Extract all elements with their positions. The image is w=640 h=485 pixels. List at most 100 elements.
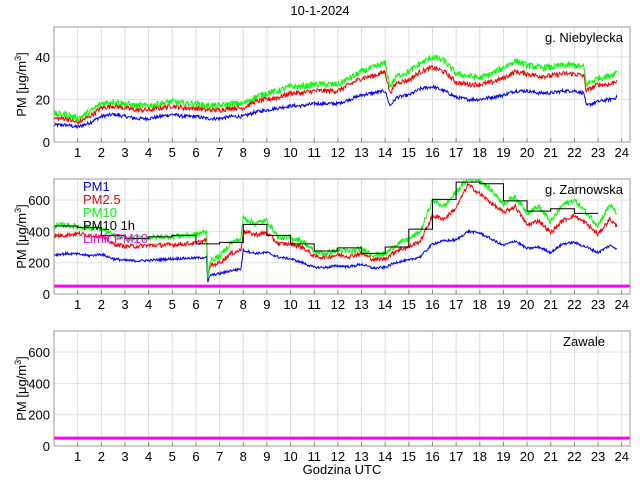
x-tick-label: 21 <box>544 145 558 160</box>
x-tick-label: 7 <box>216 449 223 464</box>
x-tick-label: 8 <box>240 449 247 464</box>
y-axis-label: PM [μg/m3] <box>13 356 29 421</box>
x-tick-label: 2 <box>98 145 105 160</box>
x-tick-label: 6 <box>192 297 199 312</box>
x-tick-label: 23 <box>591 145 605 160</box>
axes-frame <box>53 330 631 447</box>
x-tick-label: 11 <box>307 145 321 160</box>
x-tick-label: 18 <box>473 449 487 464</box>
x-tick-label: 6 <box>192 145 199 160</box>
y-axis-label: PM [μg/m3] <box>13 52 29 117</box>
x-tick-label: 10 <box>283 145 297 160</box>
x-tick-label: 7 <box>216 297 223 312</box>
y-tick-label: 20 <box>36 92 50 107</box>
x-tick-label: 17 <box>449 297 463 312</box>
x-tick-label: 15 <box>402 297 416 312</box>
x-tick-label: 4 <box>145 145 152 160</box>
x-tick-label: 17 <box>449 449 463 464</box>
x-tick-label: 9 <box>263 449 270 464</box>
x-tick-label: 20 <box>520 449 534 464</box>
x-tick-label: 9 <box>263 145 270 160</box>
x-tick-label: 21 <box>544 297 558 312</box>
x-tick-label: 3 <box>121 297 128 312</box>
legend-entry-pm101h: PM10 1h <box>83 218 135 233</box>
x-tick-label: 23 <box>591 449 605 464</box>
x-tick-label: 18 <box>473 297 487 312</box>
station-label: Zawale <box>563 334 605 349</box>
x-tick-label: 1 <box>74 449 81 464</box>
y-tick-label: 200 <box>28 408 50 423</box>
legend-entry-pm25: PM2.5 <box>83 192 121 207</box>
x-tick-label: 16 <box>425 297 439 312</box>
y-tick-label: 0 <box>43 287 50 302</box>
x-tick-label: 19 <box>496 145 510 160</box>
y-tick-label: 0 <box>43 439 50 454</box>
x-tick-label: 8 <box>240 145 247 160</box>
x-tick-label: 12 <box>331 297 345 312</box>
x-tick-label: 13 <box>354 297 368 312</box>
series-line-pm25 <box>54 182 618 277</box>
x-tick-label: 1 <box>74 297 81 312</box>
x-tick-label: 11 <box>307 297 321 312</box>
panel-1: 1 2 3 4 5 6 7 8 9 10 11 12 13 14 15 16 17 18 19 20 21 22 23 240… <box>13 26 631 160</box>
y-tick-label: 0 <box>43 135 50 150</box>
x-tick-label: 12 <box>331 145 345 160</box>
x-tick-label: 24 <box>614 145 628 160</box>
x-tick-label: 12 <box>331 449 345 464</box>
y-tick-label: 600 <box>28 345 50 360</box>
x-tick-label: 6 <box>192 449 199 464</box>
x-tick-label: 3 <box>121 145 128 160</box>
series-line-pm25 <box>54 64 618 125</box>
x-tick-label: 18 <box>473 145 487 160</box>
x-tick-label: 11 <box>307 449 321 464</box>
station-label: g. Niebylecka <box>545 30 624 45</box>
x-tick-label: 24 <box>614 297 628 312</box>
x-tick-label: 1 <box>74 145 81 160</box>
x-tick-label: 10 <box>283 297 297 312</box>
x-tick-label: 20 <box>520 297 534 312</box>
x-tick-label: 19 <box>496 297 510 312</box>
x-tick-label: 15 <box>402 449 416 464</box>
x-tick-label: 13 <box>354 145 368 160</box>
legend-entry-limitpm10: Limit PM10 <box>83 231 148 246</box>
y-tick-label: 600 <box>28 193 50 208</box>
x-tick-label: 22 <box>567 449 581 464</box>
x-tick-label: 22 <box>567 145 581 160</box>
axes-frame <box>53 178 631 295</box>
series-line-pm10 <box>54 53 618 123</box>
x-tick-label: 4 <box>145 449 152 464</box>
x-tick-label: 10 <box>283 449 297 464</box>
station-label: g. Zarnowska <box>545 182 624 197</box>
x-tick-label: 5 <box>169 449 176 464</box>
legend-entry-pm1: PM1 <box>83 179 110 194</box>
x-tick-label: 22 <box>567 297 581 312</box>
x-tick-label: 5 <box>169 145 176 160</box>
y-tick-label: 400 <box>28 224 50 239</box>
panel-2: 1 2 3 4 5 6 7 8 9 10 11 12 13 14 15 16 17 18 19 20 21 22 23 240… <box>13 178 631 312</box>
figure-title: 10-1-2024 <box>290 3 349 18</box>
x-tick-label: 3 <box>121 449 128 464</box>
x-tick-label: 14 <box>378 449 392 464</box>
x-axis-label: Godzina UTC <box>303 462 382 477</box>
series-line-pm1 <box>54 84 618 129</box>
legend-entry-pm10: PM10 <box>83 205 117 220</box>
x-tick-label: 21 <box>544 449 558 464</box>
y-tick-label: 200 <box>28 256 50 271</box>
x-tick-label: 19 <box>496 449 510 464</box>
y-tick-label: 40 <box>36 50 50 65</box>
x-tick-label: 8 <box>240 297 247 312</box>
x-tick-label: 17 <box>449 145 463 160</box>
x-tick-label: 2 <box>98 449 105 464</box>
series-line-pm10 <box>54 179 618 279</box>
x-tick-label: 9 <box>263 297 270 312</box>
panel-3: 1 2 3 4 5 6 7 8 9 10 11 12 13 14 15 16 17 18 19 20 21 22 23 240… <box>13 330 631 464</box>
x-tick-label: 14 <box>378 297 392 312</box>
x-tick-label: 5 <box>169 297 176 312</box>
x-tick-label: 15 <box>402 145 416 160</box>
series-line-pm10-1h <box>54 181 599 254</box>
x-tick-label: 14 <box>378 145 392 160</box>
x-tick-label: 16 <box>425 449 439 464</box>
axes-frame <box>53 26 631 143</box>
x-tick-label: 16 <box>425 145 439 160</box>
